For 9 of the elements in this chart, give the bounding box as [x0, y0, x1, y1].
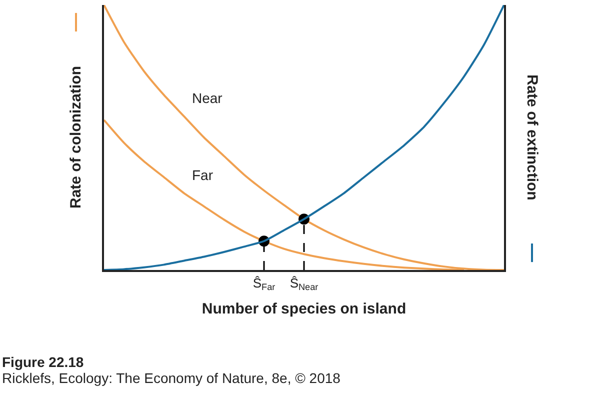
text: Ricklefs, Ecology: The Economy of Nature, 8e, © 2018 [2, 370, 341, 386]
series-label: Far [192, 167, 214, 183]
caption: Figure 22.18 [2, 354, 84, 370]
x-tick-label: Ŝ$_{Near}$ [290, 275, 318, 292]
x-axis-title: Number of species on island [202, 300, 406, 318]
series-label: Near [192, 90, 223, 106]
x-tick-label: Ŝ$_{Far}$ [252, 275, 276, 292]
y2-axis-title: Rate of extinction [524, 74, 540, 200]
y-axis-title: Rate of colonization [68, 66, 84, 208]
